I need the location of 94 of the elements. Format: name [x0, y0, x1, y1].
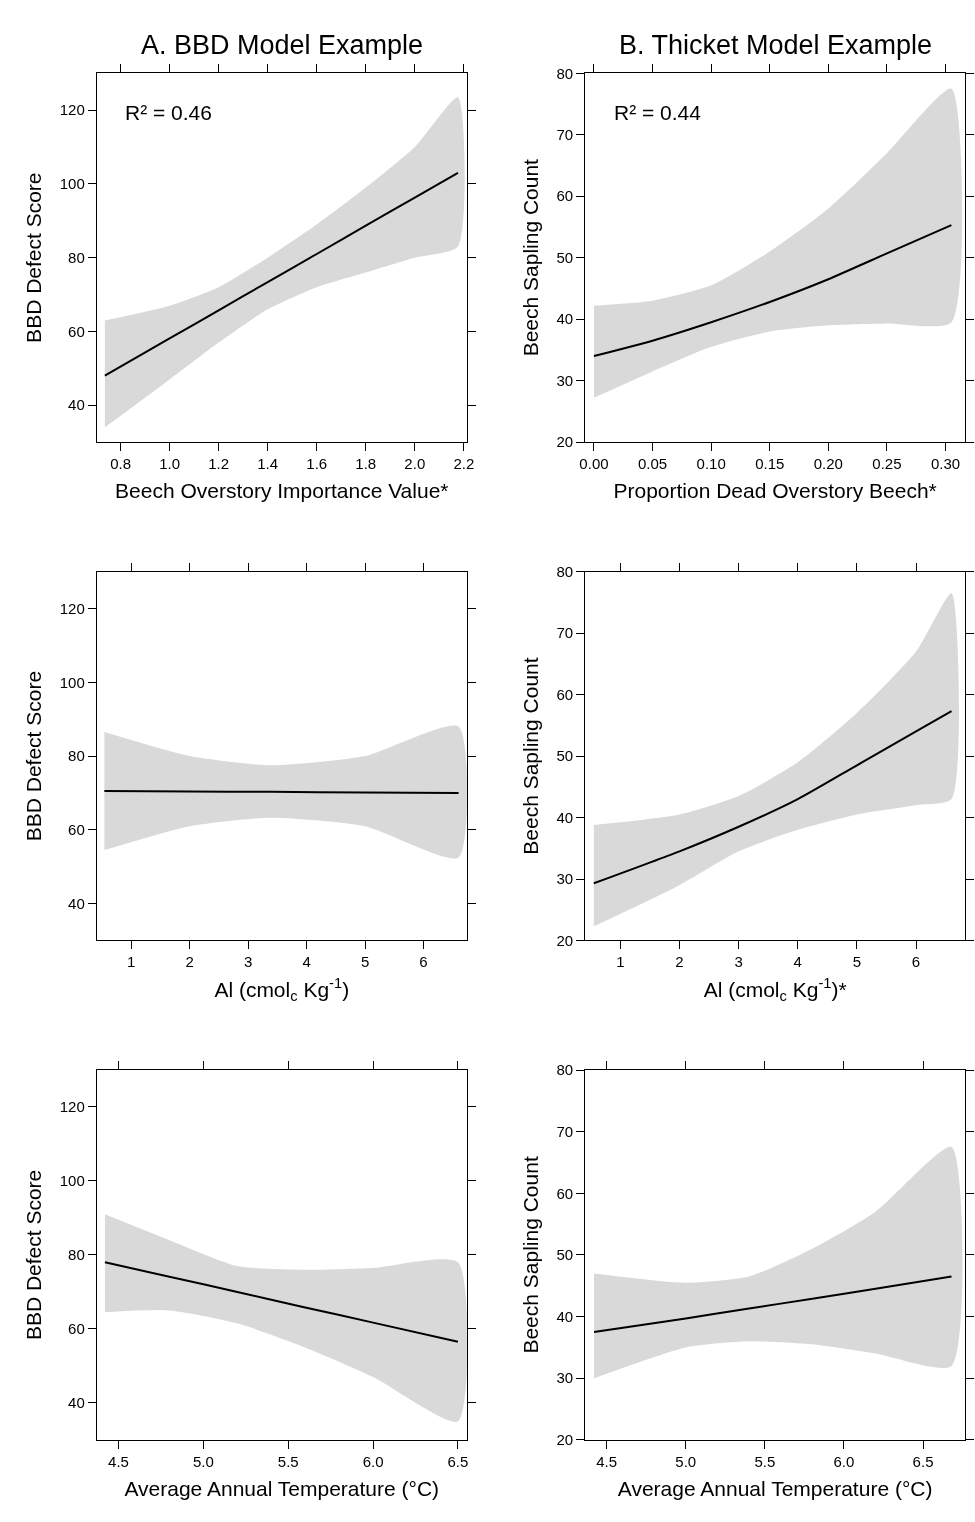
- x-axis-title: Beech Overstory Importance Value*: [115, 479, 449, 503]
- x-tick-label: 5: [852, 953, 862, 971]
- y-tick-label: 40: [556, 1307, 574, 1325]
- y-tick-label: 60: [556, 685, 574, 703]
- x-tick-label: 5.0: [675, 1452, 697, 1470]
- line-series: [593, 1275, 953, 1333]
- x-axis-title: Al (cmol$_{c}$ Kg$^{-1}$): [214, 974, 350, 1005]
- x-tick-label: 0.00: [579, 455, 609, 473]
- x-tick-label: 6: [419, 953, 428, 971]
- x-tick-label: 1: [127, 953, 136, 971]
- x-tick-label: 1: [616, 953, 625, 971]
- line-series: [103, 171, 459, 377]
- y-tick-label: 60: [68, 821, 85, 839]
- x-tick-label: 4.5: [596, 1452, 618, 1470]
- y-tick-label: 20: [556, 931, 574, 949]
- x-tick-label: 1.4: [257, 455, 279, 473]
- x-tick-label: 2: [675, 953, 684, 971]
- x-tick-label: 0.8: [110, 455, 131, 473]
- y-tick-label: 80: [68, 747, 85, 765]
- y-axis-title: Beech Sapling Count: [518, 657, 542, 855]
- y-tick-label: 30: [556, 1369, 574, 1387]
- y-tick-label: 70: [556, 624, 574, 642]
- y-tick-label: 60: [68, 322, 85, 340]
- y-tick-label: 60: [556, 1184, 574, 1202]
- y-tick-label: 60: [556, 187, 574, 205]
- x-axis-title: Average Annual Temperature (°C): [617, 1477, 933, 1501]
- x-tick-label: 6.0: [833, 1452, 855, 1470]
- x-tick-label: 0.25: [872, 455, 902, 473]
- y-axis-title: Beech Sapling Count: [518, 1156, 542, 1354]
- x-tick-label: 6.5: [912, 1452, 934, 1470]
- line-series: [103, 1261, 459, 1343]
- y-tick-label: 80: [68, 1246, 85, 1264]
- x-tick-label: 1.6: [306, 455, 328, 473]
- x-tick-label: 1.0: [159, 455, 181, 473]
- y-tick-label: 40: [556, 808, 574, 826]
- y-tick-label: 100: [59, 673, 85, 691]
- y-tick-label: 120: [59, 1098, 85, 1116]
- line-series: [592, 224, 953, 358]
- y-tick-label: 20: [556, 433, 574, 451]
- x-tick-label: 3: [734, 953, 743, 971]
- x-tick-label: 0.20: [813, 455, 843, 473]
- y-tick-label: 40: [556, 310, 574, 328]
- x-tick-label: 5.0: [192, 1452, 214, 1470]
- y-tick-label: 50: [556, 1246, 574, 1264]
- y-tick-label: 80: [68, 248, 85, 266]
- y-tick-label: 80: [556, 1061, 574, 1079]
- x-tick-label: 0.15: [755, 455, 785, 473]
- line-series: [592, 710, 953, 885]
- x-tick-label: 1.2: [208, 455, 230, 473]
- y-tick-label: 20: [556, 1431, 574, 1449]
- chart-title: B. Thicket Model Example: [619, 30, 933, 60]
- x-tick-label: 5: [360, 953, 370, 971]
- x-tick-label: 0.30: [930, 455, 961, 473]
- y-tick-label: 70: [556, 1122, 574, 1140]
- y-tick-label: 100: [59, 175, 85, 193]
- x-tick-label: 4: [302, 953, 311, 971]
- y-tick-label: 80: [556, 562, 574, 580]
- y-axis-title: BBD Defect Score: [21, 1169, 45, 1341]
- y-axis-title: Beech Sapling Count: [518, 158, 542, 357]
- annotation: R² = 0.44: [614, 101, 702, 124]
- y-tick-label: 50: [556, 248, 574, 266]
- y-tick-label: 40: [68, 1394, 85, 1412]
- x-tick-label: 6.0: [362, 1452, 384, 1470]
- y-tick-label: 40: [68, 396, 85, 414]
- annotation: R² = 0.46: [125, 101, 212, 124]
- y-tick-label: 60: [68, 1320, 85, 1338]
- x-tick-label: 0.10: [696, 455, 726, 473]
- x-axis-title: Average Annual Temperature (°C): [124, 1477, 440, 1501]
- y-tick-label: 40: [68, 894, 85, 912]
- x-axis-title: Proportion Dead Overstory Beech*: [613, 479, 937, 503]
- x-tick-label: 6: [911, 953, 921, 971]
- y-axis-title: BBD Defect Score: [21, 172, 45, 343]
- y-tick-label: 70: [556, 125, 574, 143]
- x-tick-label: 4: [793, 953, 802, 971]
- y-tick-label: 30: [556, 371, 574, 389]
- y-tick-label: 120: [59, 101, 85, 119]
- x-tick-label: 2.0: [404, 455, 426, 473]
- x-tick-label: 6.5: [447, 1452, 469, 1470]
- y-tick-label: 120: [59, 599, 85, 617]
- y-tick-label: 80: [556, 64, 574, 82]
- x-tick-label: 0.05: [637, 455, 668, 473]
- y-tick-label: 30: [556, 870, 574, 888]
- y-tick-label: 50: [556, 747, 574, 765]
- x-tick-label: 4.5: [108, 1452, 129, 1470]
- x-tick-label: 5.5: [277, 1452, 299, 1470]
- y-tick-label: 100: [59, 1172, 85, 1190]
- x-tick-label: 2.2: [453, 455, 475, 473]
- x-axis-title: Al (cmol$_{c}$ Kg$^{-1}$)*: [703, 974, 847, 1005]
- y-axis-title: BBD Defect Score: [21, 670, 45, 842]
- chart-title: A. BBD Model Example: [141, 30, 424, 60]
- x-tick-label: 2: [185, 953, 194, 971]
- x-tick-label: 5.5: [754, 1452, 776, 1470]
- x-tick-label: 1.8: [355, 455, 377, 473]
- x-tick-label: 3: [243, 953, 253, 971]
